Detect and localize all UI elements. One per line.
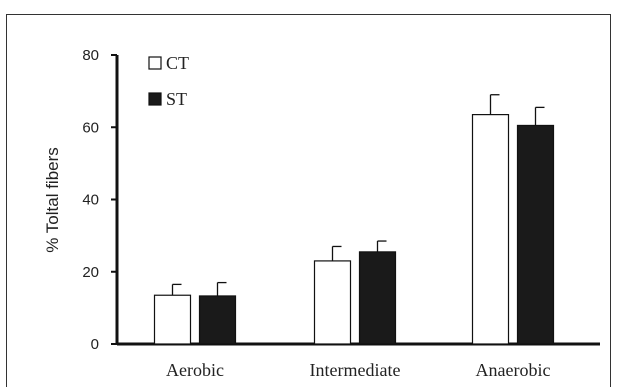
chart-frame — [6, 14, 611, 387]
bar-ct-anaerobic — [471, 114, 510, 345]
legend-label-st: ST — [166, 89, 187, 109]
y-tick-label: 60 — [82, 119, 99, 136]
y-tick-label: 40 — [82, 192, 99, 209]
x-axis: Aerobic Intermediate Anaerobic — [117, 342, 600, 380]
legend-swatch-ct — [148, 56, 162, 70]
y-tick-label: 0 — [91, 336, 99, 353]
y-tick-label: 20 — [82, 264, 99, 281]
x-category-label: Aerobic — [166, 360, 224, 380]
y-axis-label: % Toltal fibers — [43, 147, 62, 253]
bar-ct-intermediate — [313, 260, 352, 345]
bar-st-anaerobic — [516, 124, 555, 345]
bar-st-intermediate — [358, 251, 397, 345]
legend-swatch-st — [148, 92, 162, 106]
bars — [153, 94, 555, 345]
y-axis: 0 20 40 60 80 — [82, 47, 119, 353]
legend: CT ST — [148, 53, 189, 109]
x-category-label: Intermediate — [310, 360, 401, 380]
bar-st-aerobic — [198, 295, 237, 345]
legend-label-ct: CT — [166, 53, 189, 73]
x-category-label: Anaerobic — [476, 360, 551, 380]
bar-ct-aerobic — [153, 294, 192, 345]
y-tick-label: 80 — [82, 47, 99, 64]
